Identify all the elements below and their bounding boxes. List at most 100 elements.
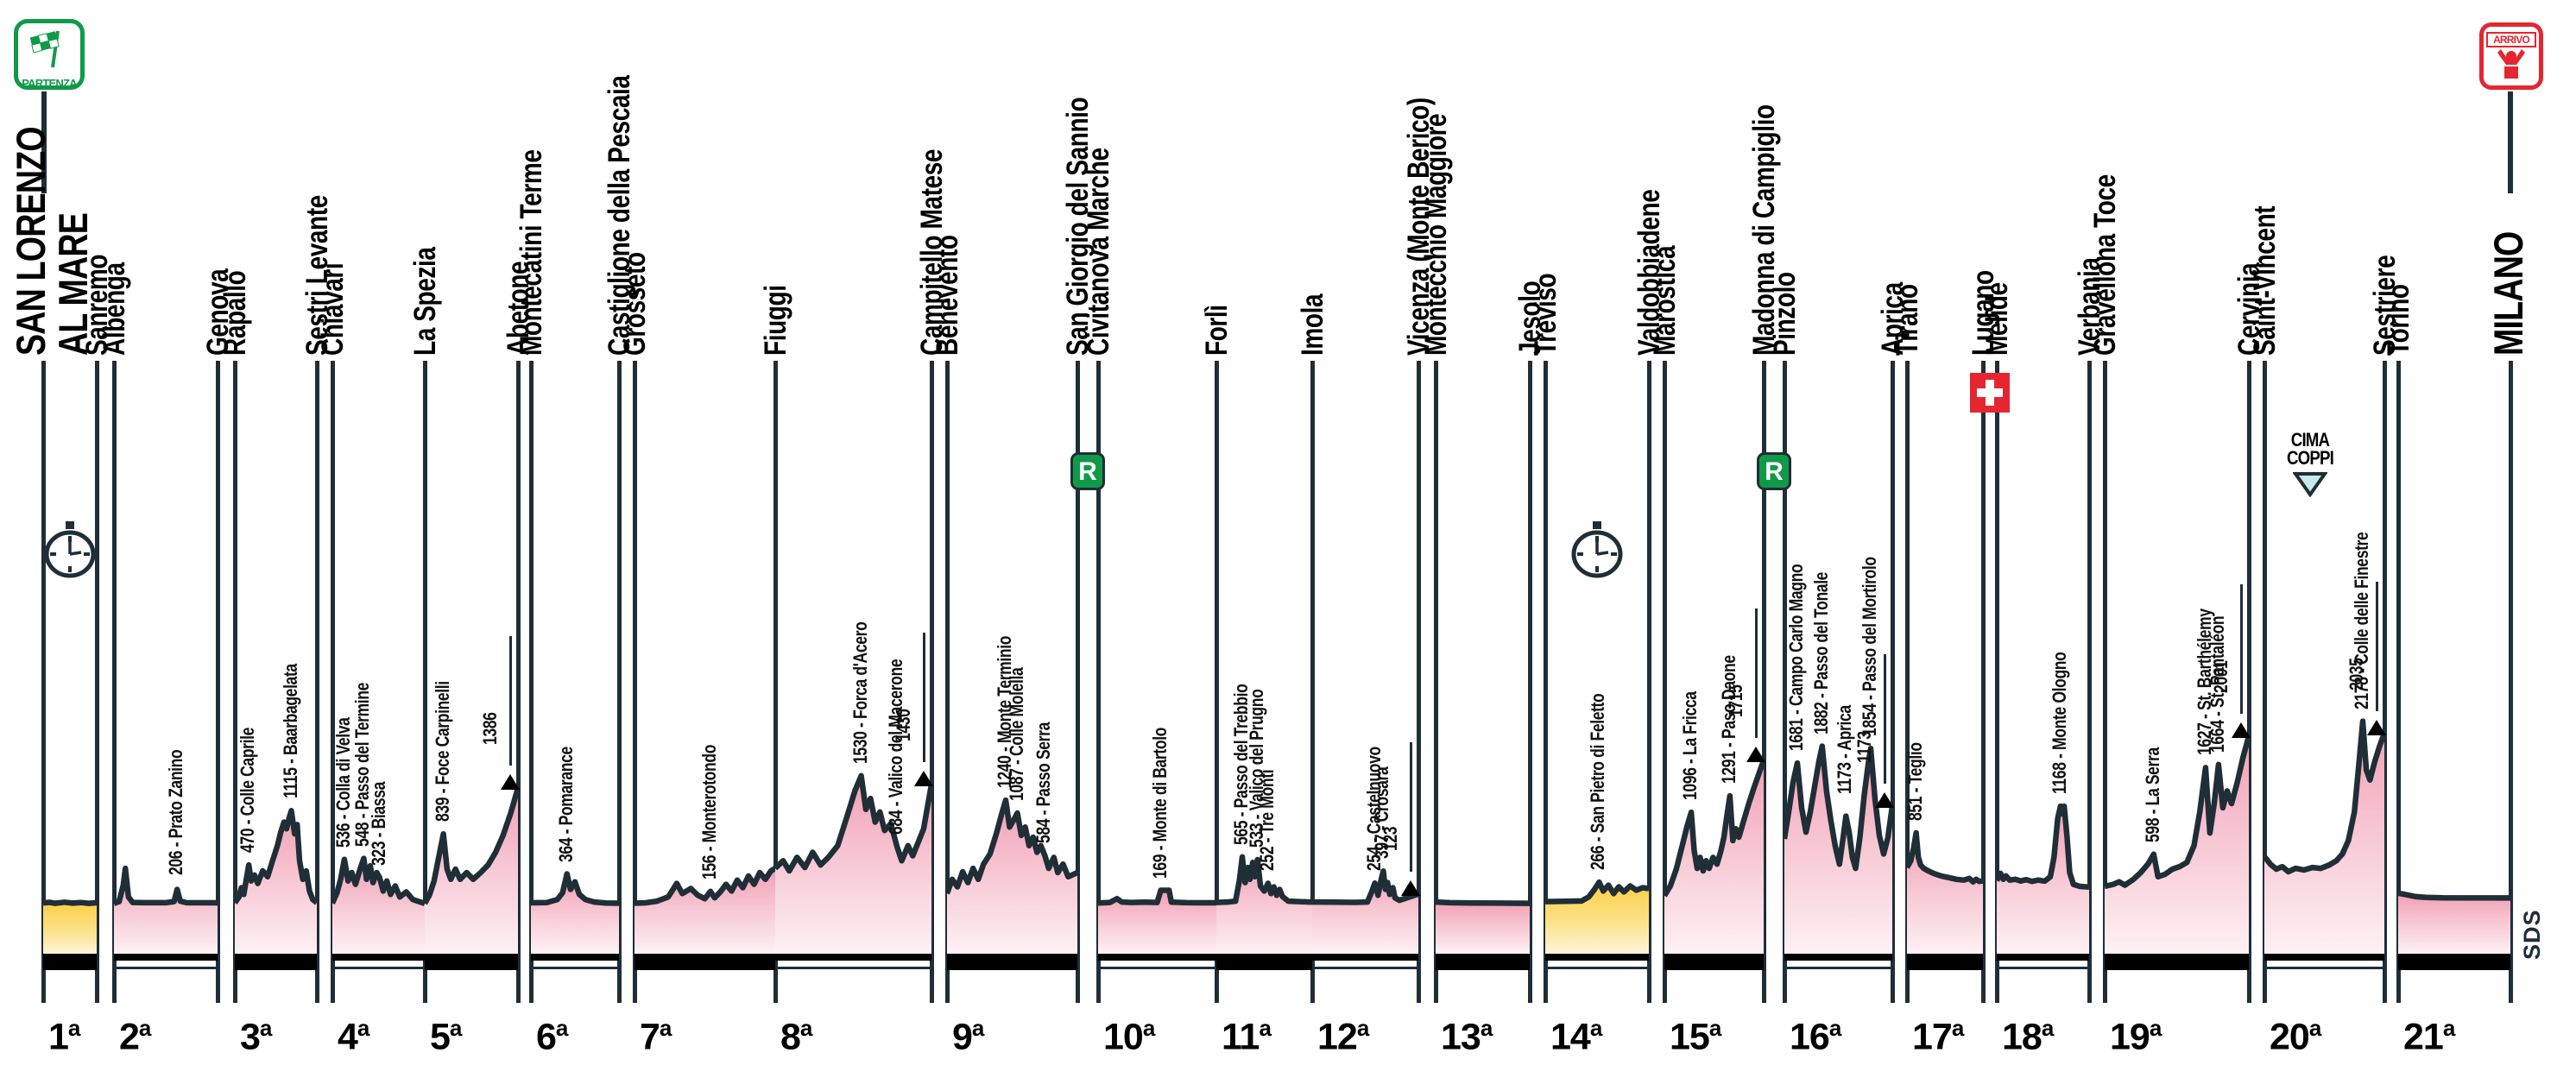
- stage-profile: [332, 855, 425, 954]
- finish-elevation-label: 123: [1380, 826, 1401, 851]
- city-label: Saint-Vincent: [2248, 205, 2282, 356]
- city-label: Montecatini Terme: [515, 149, 548, 356]
- cima-coppi-triangle-icon: [2292, 471, 2328, 498]
- stage-baseline-thin: [1997, 954, 2089, 961]
- time-trial-clock-icon: [44, 521, 96, 578]
- stage-baseline-underline: [1784, 967, 1892, 969]
- cima-coppi-label-line2: COPPI: [2287, 446, 2334, 469]
- stage-baseline-thin: [775, 954, 931, 961]
- stage-profile: [1436, 898, 1530, 954]
- climb-label: 598 - La Serra: [2141, 747, 2163, 842]
- climb-label: 323 - Biassa: [367, 781, 389, 866]
- stage-number: 7a: [640, 1015, 672, 1058]
- partenza-badge: PARTENZA: [14, 19, 85, 90]
- city-marker-line: [2247, 361, 2251, 1003]
- city-label: Pinzolo: [1768, 272, 1802, 356]
- stage-profile: [1664, 759, 1764, 954]
- city-marker-line: [41, 361, 46, 1003]
- climb-label: 1681 - Campo Carlo Magno: [1785, 564, 1807, 752]
- climb-label: 1087 - Colle Molella: [1005, 667, 1027, 802]
- climb-label: 1096 - La Fricca: [1679, 691, 1702, 801]
- city-label: Marostica: [1648, 245, 1682, 356]
- city-marker-line: [1310, 361, 1315, 1003]
- finish-city-label: MILANO: [2485, 231, 2531, 356]
- city-marker-line: [2383, 361, 2387, 1003]
- finish-arrow-icon: [1401, 880, 1420, 896]
- stage-baseline-underline: [1098, 967, 1216, 969]
- finish-elevation-label: 1715: [1725, 684, 1746, 717]
- climb-label: 156 - Monterotondo: [698, 744, 721, 879]
- city-marker-line: [315, 361, 319, 1003]
- stage-profile: [1312, 868, 1418, 954]
- city-marker-line: [2509, 361, 2513, 1003]
- city-label: Montecchio Maggiore: [1419, 113, 1453, 356]
- city-label: Fiuggi: [759, 285, 792, 356]
- stage-profile: [635, 866, 775, 954]
- city-marker-line: [1417, 361, 1421, 1003]
- stage-baseline-thick: [235, 954, 317, 970]
- stage-baseline-thick: [1436, 954, 1530, 970]
- city-label: Melide: [1980, 282, 2014, 356]
- stage-profile: [425, 786, 518, 954]
- stage-profile: [43, 899, 97, 954]
- climb-label: 851 - Teglio: [1904, 742, 1926, 822]
- city-marker-line: [945, 361, 950, 1003]
- stage-number: 1a: [48, 1015, 80, 1058]
- arrivo-badge: ARRIVO: [2479, 22, 2543, 90]
- city-label: La Spezia: [408, 247, 442, 356]
- city-marker-line: [95, 361, 99, 1003]
- climb-label: 1530 - Forca d'Acero: [849, 621, 871, 764]
- climb-label: 470 - Colle Caprile: [237, 728, 259, 854]
- stage-profile: [1907, 829, 1983, 954]
- city-label: Gravellona Toce: [2088, 174, 2122, 356]
- stage-profile: [775, 772, 931, 954]
- climb-label: 364 - Pomarance: [554, 746, 577, 862]
- climb-label: 1854 - Passo del Mortirolo: [1859, 557, 1880, 737]
- city-marker-line: [930, 361, 934, 1003]
- stage-number: 8a: [780, 1015, 812, 1058]
- city-marker-line: [2396, 361, 2401, 1003]
- finish-arrow-icon: [914, 770, 933, 786]
- city-label: Treviso: [1529, 273, 1563, 356]
- stage-baseline-thin: [2264, 954, 2384, 961]
- stage-baseline-underline: [2264, 967, 2384, 969]
- climb-label: 839 - Foce Carpinelli: [431, 681, 453, 823]
- stage-number: 16a: [1790, 1015, 1841, 1058]
- stage-number: 2a: [119, 1015, 151, 1058]
- city-marker-line: [216, 361, 220, 1003]
- city-marker-line: [2263, 361, 2267, 1003]
- climb-label: 266 - San Pietro di Feletto: [1587, 693, 1609, 871]
- stage-number: 5a: [430, 1015, 462, 1058]
- cima-coppi-label-line1: CIMA: [2290, 429, 2330, 451]
- climb-label: 1291 - Paso Daone: [1717, 655, 1739, 785]
- city-marker-line: [1905, 361, 1910, 1003]
- swiss-flag-icon: [1970, 373, 2010, 413]
- city-marker-line: [1783, 361, 1787, 1003]
- stage-baseline-underline: [1545, 967, 1649, 969]
- stage-baseline-thin: [1098, 954, 1216, 961]
- finish-arrow-line: [1755, 608, 1758, 738]
- stage-number: 21a: [2403, 1015, 2455, 1058]
- finish-arrow-line: [2376, 581, 2378, 711]
- rest-day-badge: R: [1070, 452, 1105, 490]
- stage-profile: [1216, 854, 1312, 954]
- stage-number: 9a: [952, 1015, 984, 1058]
- city-marker-line: [1528, 361, 1532, 1003]
- climb-label: 1115 - Baarbagelata: [279, 664, 301, 799]
- stage-baseline-thick: [1216, 954, 1312, 970]
- cima-coppi-marker: CIMA COPPI: [2280, 429, 2340, 501]
- stage-number: 4a: [338, 1015, 369, 1058]
- city-marker-line: [331, 361, 335, 1003]
- finish-arrow-icon: [2232, 722, 2251, 738]
- finish-arrow-icon: [2367, 719, 2386, 735]
- stage-profile: [1784, 743, 1892, 954]
- city-marker-line: [112, 361, 117, 1003]
- partenza-badge-label: PARTENZA: [22, 77, 77, 90]
- stage-number: 13a: [1441, 1015, 1493, 1058]
- stage-profile: [531, 871, 619, 954]
- start-line-upper-segment: [41, 91, 47, 193]
- finish-arrow-line: [923, 632, 925, 762]
- stage-profile: [114, 865, 218, 954]
- stage-number: 19a: [2110, 1015, 2162, 1058]
- city-label: Albenga: [98, 262, 131, 356]
